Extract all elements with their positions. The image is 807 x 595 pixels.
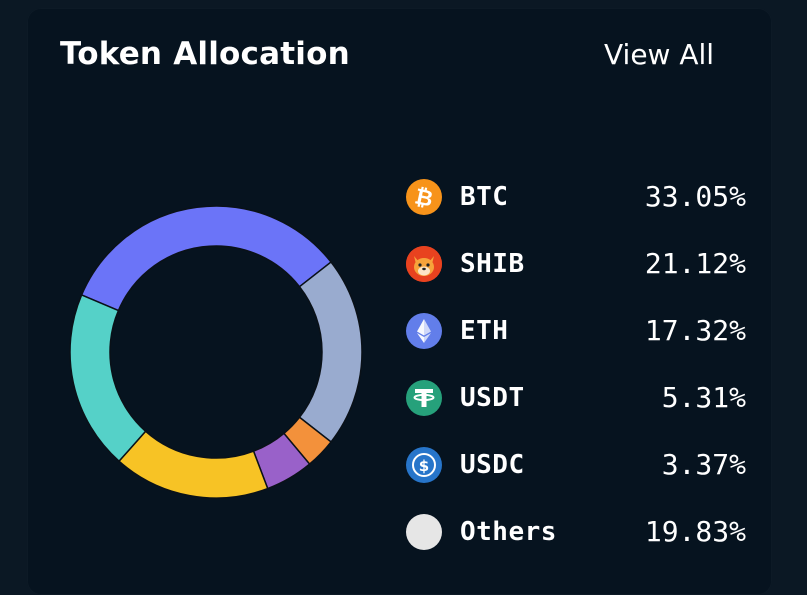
legend-item-others: Others 19.83% [406, 498, 746, 565]
legend-item-btc: ₿ BTC 33.05% [406, 163, 746, 230]
legend-symbol: USDC [460, 449, 525, 480]
token-allocation-card: Token Allocation View All ₿ BTC 33.05% [27, 8, 772, 595]
legend-percent: 5.31% [661, 381, 746, 414]
donut-segment-yellow[interactable] [117, 430, 269, 499]
view-all-link[interactable]: View All [604, 38, 715, 71]
legend-item-usdc: $ USDC 3.37% [406, 431, 746, 498]
legend-symbol: Others [460, 516, 557, 547]
legend-symbol: USDT [460, 382, 525, 413]
tether-icon [406, 379, 442, 416]
legend-percent: 17.32% [644, 314, 746, 347]
legend-item-usdt: USDT 5.31% [406, 364, 746, 431]
donut-segment-teal[interactable] [69, 293, 147, 463]
legend-percent: 3.37% [661, 448, 746, 481]
ethereum-icon [406, 312, 442, 349]
others-icon [406, 513, 442, 550]
legend-percent: 33.05% [644, 180, 746, 213]
legend-percent: 21.12% [644, 247, 746, 280]
legend-symbol: ETH [460, 315, 509, 346]
donut-segment-periwinkle[interactable] [80, 205, 333, 312]
usd-coin-icon: $ [406, 446, 442, 483]
allocation-donut-chart [69, 205, 363, 499]
svg-text:$: $ [419, 457, 429, 475]
allocation-legend: ₿ BTC 33.05% SHIB 21.12% [406, 163, 746, 565]
legend-item-shib: SHIB 21.12% [406, 230, 746, 297]
legend-percent: 19.83% [644, 515, 746, 548]
donut-segment-slate[interactable] [298, 261, 363, 443]
bitcoin-icon: ₿ [406, 178, 442, 215]
shiba-inu-icon [406, 245, 442, 282]
svg-text:₿: ₿ [412, 184, 435, 212]
card-title: Token Allocation [60, 36, 350, 72]
legend-symbol: BTC [460, 181, 509, 212]
legend-symbol: SHIB [460, 248, 525, 279]
legend-item-eth: ETH 17.32% [406, 297, 746, 364]
